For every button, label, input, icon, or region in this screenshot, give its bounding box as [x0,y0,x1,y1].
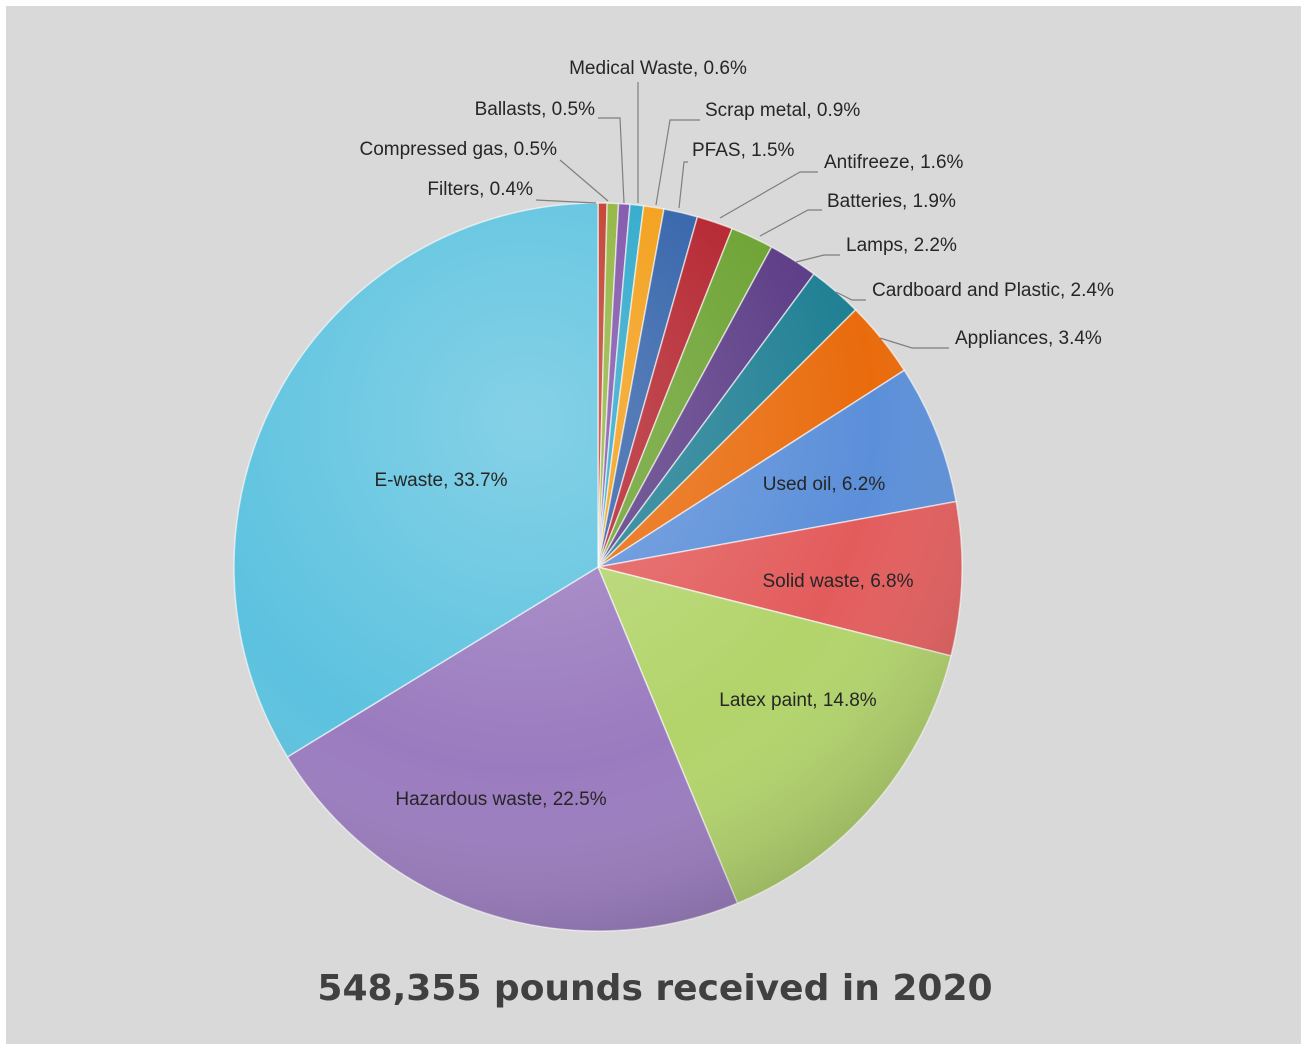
data-label-filters: Filters, 0.4% [427,179,533,200]
data-label-pfas: PFAS, 1.5% [692,140,795,161]
slice-labels: Filters, 0.4% Compressed gas, 0.5% Ballast… [360,58,1114,810]
leader-line [835,291,866,301]
data-label-scrap-metal: Scrap metal, 0.9% [705,100,860,121]
chart-title: 548,355 pounds received in 2020 [317,968,992,1009]
data-label-e-waste: E-waste, 33.7% [374,470,507,491]
data-label-lamps: Lamps, 2.2% [846,235,957,256]
data-label-compressed-gas: Compressed gas, 0.5% [360,139,558,160]
leader-lines [535,82,949,349]
leader-line [559,159,609,202]
leader-line [759,209,822,237]
data-label-ballasts: Ballasts, 0.5% [475,99,595,120]
leader-line [678,161,688,209]
data-label-cardboard-and-plastic: Cardboard and Plastic, 2.4% [872,280,1114,301]
leader-line [719,171,818,219]
data-label-batteries: Batteries, 1.9% [827,191,956,212]
leader-line [879,337,949,349]
leader-line [655,119,700,206]
leader-line [598,117,625,204]
data-label-used-oil: Used oil, 6.2% [763,474,886,495]
pie-slices [233,202,963,932]
data-label-appliances: Appliances, 3.4% [955,328,1102,349]
data-label-solid-waste: Solid waste, 6.8% [762,571,913,592]
leader-line [535,199,597,204]
data-label-medical-waste: Medical Waste, 0.6% [569,58,747,79]
data-label-hazardous-waste: Hazardous waste, 22.5% [395,789,606,810]
data-label-antifreeze: Antifreeze, 1.6% [824,152,964,173]
data-label-latex-paint: Latex paint, 14.8% [719,690,876,711]
leader-line [795,254,840,263]
